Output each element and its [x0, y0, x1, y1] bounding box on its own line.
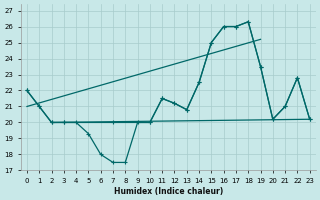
X-axis label: Humidex (Indice chaleur): Humidex (Indice chaleur)	[114, 187, 223, 196]
